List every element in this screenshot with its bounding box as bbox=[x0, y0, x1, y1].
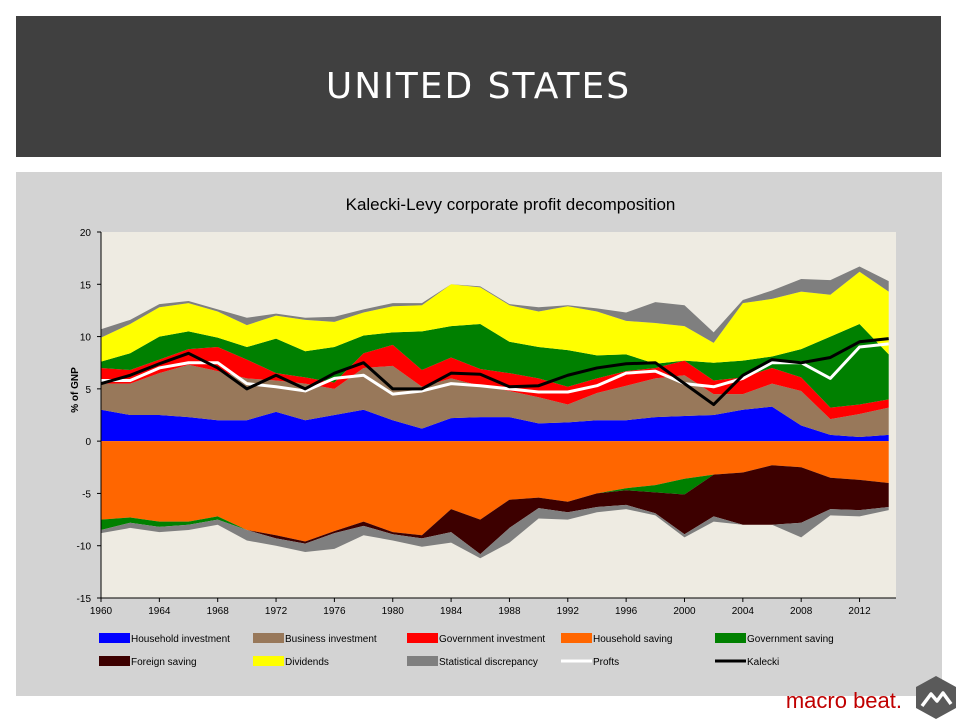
slide-header: UNITED STATES bbox=[16, 16, 941, 157]
chart-panel: Kalecki-Levy corporate profit decomposit… bbox=[16, 172, 942, 696]
x-tick-label: 2004 bbox=[732, 606, 755, 617]
negative-foreign-saving-area bbox=[101, 465, 889, 555]
profit-decomposition-chart: Kalecki-Levy corporate profit decomposit… bbox=[70, 195, 896, 668]
legend-label-government-saving: Government saving bbox=[747, 634, 834, 645]
y-axis-label: % of GNP bbox=[70, 367, 81, 413]
x-tick-label: 1996 bbox=[615, 606, 638, 617]
y-tick-label: -10 bbox=[77, 542, 92, 553]
legend-label-kalecki: Kalecki bbox=[747, 657, 779, 668]
profts-line bbox=[101, 342, 889, 396]
positive-dividends-area bbox=[101, 271, 889, 364]
x-tick-label: 1968 bbox=[207, 606, 230, 617]
x-tick-label: 2012 bbox=[848, 606, 871, 617]
legend-label-dividends: Dividends bbox=[285, 657, 329, 668]
y-tick-label: 5 bbox=[85, 385, 91, 396]
legend-swatch-dividends bbox=[253, 656, 284, 666]
legend-label-statistical-discrepancy: Statistical discrepancy bbox=[439, 657, 538, 668]
y-tick-label: 10 bbox=[80, 333, 92, 344]
brand-text: macro beat. bbox=[785, 688, 902, 713]
chart-title: Kalecki-Levy corporate profit decomposit… bbox=[346, 195, 676, 214]
x-tick-label: 2008 bbox=[790, 606, 813, 617]
y-tick-label: 0 bbox=[85, 437, 91, 448]
x-tick-label: 2000 bbox=[673, 606, 696, 617]
x-tick-label: 1988 bbox=[498, 606, 521, 617]
legend-swatch-business-investment bbox=[253, 633, 284, 643]
legend-swatch-government-investment bbox=[407, 633, 438, 643]
y-tick-label: 15 bbox=[80, 280, 92, 291]
legend-label-household-investment: Household investment bbox=[131, 634, 230, 645]
negative-statistical-discrepancy-area bbox=[101, 504, 889, 559]
mountain-hexagon-logo-icon bbox=[916, 676, 956, 719]
y-tick-label: 20 bbox=[80, 228, 92, 239]
legend-swatch-government-saving bbox=[715, 633, 746, 643]
legend-label-government-investment: Government investment bbox=[439, 634, 545, 645]
kalecki-line bbox=[100, 337, 889, 407]
x-tick-label: 1976 bbox=[323, 606, 346, 617]
positive-business-investment-area bbox=[101, 364, 889, 437]
positive-government-saving-area bbox=[101, 324, 889, 408]
legend-swatch-household-investment bbox=[99, 633, 130, 643]
x-tick-label: 1984 bbox=[440, 606, 463, 617]
legend-swatch-statistical-discrepancy bbox=[407, 656, 438, 666]
x-tick-label: 1972 bbox=[265, 606, 288, 617]
x-tick-label: 1992 bbox=[557, 606, 580, 617]
legend-swatch-foreign-saving bbox=[99, 656, 130, 666]
x-tick-label: 1960 bbox=[90, 606, 113, 617]
legend-label-foreign-saving: Foreign saving bbox=[131, 657, 197, 668]
legend-label-household-saving: Household saving bbox=[593, 634, 673, 645]
negative-household-saving-area bbox=[101, 441, 889, 542]
legend-label-business-investment: Business investment bbox=[285, 634, 377, 645]
x-tick-label: 1980 bbox=[382, 606, 405, 617]
legend-swatch-household-saving bbox=[561, 633, 592, 643]
legend-label-profts: Profts bbox=[593, 657, 619, 668]
slide-title: UNITED STATES bbox=[325, 66, 632, 107]
y-tick-label: -15 bbox=[77, 594, 92, 605]
positive-statistical-discrepancy-area bbox=[101, 266, 889, 343]
negative-government-saving-area bbox=[101, 465, 889, 542]
x-tick-label: 1964 bbox=[148, 606, 171, 617]
y-tick-label: -5 bbox=[82, 489, 91, 500]
positive-household-investment-area bbox=[101, 406, 889, 442]
